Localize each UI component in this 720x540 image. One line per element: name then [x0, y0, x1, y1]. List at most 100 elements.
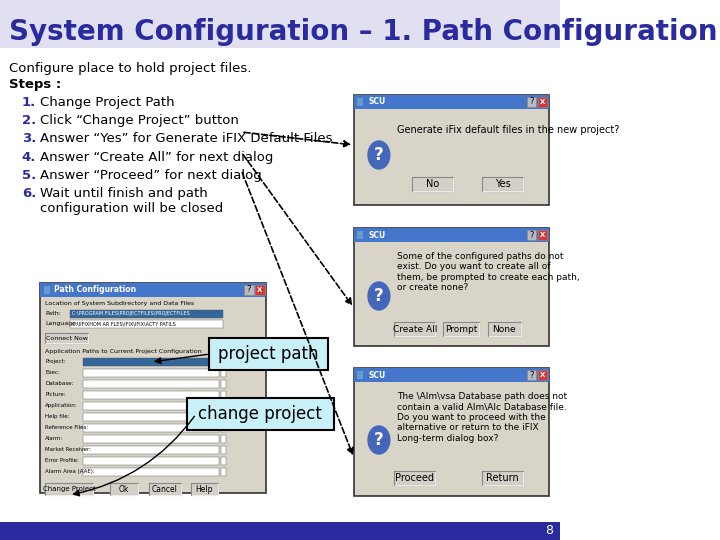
- FancyBboxPatch shape: [354, 368, 549, 496]
- Text: 6.: 6.: [22, 187, 36, 200]
- Circle shape: [368, 426, 390, 454]
- FancyBboxPatch shape: [70, 310, 222, 318]
- Text: Application:: Application:: [45, 403, 78, 408]
- Text: Picture:: Picture:: [45, 392, 66, 397]
- FancyBboxPatch shape: [221, 424, 226, 432]
- Text: Database:: Database:: [45, 381, 73, 386]
- FancyBboxPatch shape: [354, 95, 549, 205]
- Text: Connect Now: Connect Now: [45, 335, 87, 341]
- Text: System Configuration – 1. Path Configuration: System Configuration – 1. Path Configura…: [9, 18, 718, 46]
- FancyBboxPatch shape: [488, 322, 521, 336]
- Text: Answer “Yes” for Generate iFIX Default Files: Answer “Yes” for Generate iFIX Default F…: [40, 132, 333, 145]
- Text: Help: Help: [196, 484, 213, 494]
- Text: 1.: 1.: [22, 96, 36, 109]
- Text: Change Project Path: Change Project Path: [40, 96, 175, 109]
- FancyBboxPatch shape: [186, 398, 334, 430]
- FancyBboxPatch shape: [413, 177, 453, 191]
- FancyBboxPatch shape: [84, 468, 220, 476]
- FancyBboxPatch shape: [221, 457, 226, 465]
- Text: Cancel: Cancel: [152, 484, 178, 494]
- Circle shape: [368, 282, 390, 310]
- FancyBboxPatch shape: [357, 371, 364, 379]
- Text: Application Paths to Current Project Configuration: Application Paths to Current Project Con…: [45, 349, 202, 354]
- Text: Some of the configured paths do not
exist. Do you want to create all of
them, be: Some of the configured paths do not exis…: [397, 252, 580, 292]
- FancyBboxPatch shape: [70, 320, 222, 328]
- FancyBboxPatch shape: [40, 283, 266, 493]
- FancyBboxPatch shape: [538, 370, 547, 380]
- FancyBboxPatch shape: [221, 358, 226, 366]
- Text: ?: ?: [374, 287, 384, 305]
- FancyBboxPatch shape: [354, 368, 549, 382]
- FancyBboxPatch shape: [221, 446, 226, 454]
- Text: 3.: 3.: [22, 132, 36, 145]
- FancyBboxPatch shape: [482, 471, 523, 485]
- Text: X: X: [257, 287, 263, 293]
- FancyBboxPatch shape: [221, 402, 226, 410]
- Text: Return: Return: [486, 473, 519, 483]
- Text: The \Alm\vsa Database path does not
contain a valid Alm\Alc Database file.
Do yo: The \Alm\vsa Database path does not cont…: [397, 392, 567, 443]
- FancyBboxPatch shape: [84, 358, 220, 366]
- Text: Create All: Create All: [392, 325, 437, 334]
- FancyBboxPatch shape: [221, 380, 226, 388]
- FancyBboxPatch shape: [110, 483, 138, 495]
- Text: Exec:: Exec:: [45, 370, 60, 375]
- FancyBboxPatch shape: [84, 380, 220, 388]
- FancyBboxPatch shape: [221, 435, 226, 443]
- Text: Help file:: Help file:: [45, 414, 70, 419]
- FancyBboxPatch shape: [84, 457, 220, 465]
- FancyBboxPatch shape: [444, 322, 479, 336]
- FancyBboxPatch shape: [354, 228, 549, 242]
- FancyBboxPatch shape: [84, 369, 220, 377]
- FancyBboxPatch shape: [244, 285, 253, 295]
- Text: ?: ?: [374, 431, 384, 449]
- Text: Prompt: Prompt: [445, 325, 477, 334]
- Text: 5.: 5.: [22, 169, 36, 182]
- Text: Path Configuration: Path Configuration: [55, 286, 137, 294]
- FancyBboxPatch shape: [538, 230, 547, 240]
- Text: Yes: Yes: [495, 179, 510, 189]
- FancyBboxPatch shape: [84, 413, 220, 421]
- Text: 8: 8: [545, 524, 553, 537]
- FancyBboxPatch shape: [527, 370, 536, 380]
- FancyBboxPatch shape: [0, 0, 560, 48]
- Text: SCU: SCU: [368, 231, 385, 240]
- Text: project path: project path: [218, 345, 319, 363]
- Text: ?: ?: [247, 286, 251, 294]
- FancyBboxPatch shape: [209, 338, 328, 370]
- Text: Alarm Area (AAE):: Alarm Area (AAE):: [45, 469, 95, 474]
- Text: ?: ?: [529, 231, 534, 240]
- FancyBboxPatch shape: [354, 95, 549, 109]
- FancyBboxPatch shape: [255, 285, 264, 295]
- FancyBboxPatch shape: [45, 333, 88, 343]
- Text: ?: ?: [529, 98, 534, 106]
- FancyBboxPatch shape: [40, 283, 266, 297]
- Text: 4.: 4.: [22, 151, 36, 164]
- FancyBboxPatch shape: [527, 230, 536, 240]
- Text: Answer “Proceed” for next dialog: Answer “Proceed” for next dialog: [40, 169, 262, 182]
- Text: Steps :: Steps :: [9, 78, 62, 91]
- Text: X: X: [539, 232, 545, 238]
- FancyBboxPatch shape: [354, 228, 549, 346]
- Text: Language:: Language:: [45, 321, 78, 326]
- FancyBboxPatch shape: [221, 413, 226, 421]
- Text: Reference Files:: Reference Files:: [45, 425, 89, 430]
- Text: None: None: [492, 325, 516, 334]
- Text: Market Receiver:: Market Receiver:: [45, 447, 91, 452]
- Text: Wait until finish and path: Wait until finish and path: [40, 187, 208, 200]
- Text: Generate iFix default files in the new project?: Generate iFix default files in the new p…: [397, 125, 619, 135]
- FancyBboxPatch shape: [149, 483, 181, 495]
- FancyBboxPatch shape: [84, 391, 220, 399]
- Text: Change Project: Change Project: [43, 486, 96, 492]
- FancyBboxPatch shape: [482, 177, 523, 191]
- FancyBboxPatch shape: [538, 97, 547, 107]
- FancyBboxPatch shape: [84, 402, 220, 410]
- Text: Alarm:: Alarm:: [45, 436, 63, 441]
- FancyBboxPatch shape: [0, 522, 560, 540]
- Text: C:\IIFIXHOM AR FLES\IFIX\IFIX\ACTY PATILS: C:\IIFIXHOM AR FLES\IFIX\IFIX\ACTY PATIL…: [71, 321, 176, 327]
- Text: X: X: [539, 372, 545, 378]
- Text: X: X: [539, 99, 545, 105]
- Text: configuration will be closed: configuration will be closed: [40, 202, 224, 215]
- Text: change project: change project: [198, 405, 322, 423]
- FancyBboxPatch shape: [357, 98, 364, 106]
- Text: Click “Change Project” button: Click “Change Project” button: [40, 114, 239, 127]
